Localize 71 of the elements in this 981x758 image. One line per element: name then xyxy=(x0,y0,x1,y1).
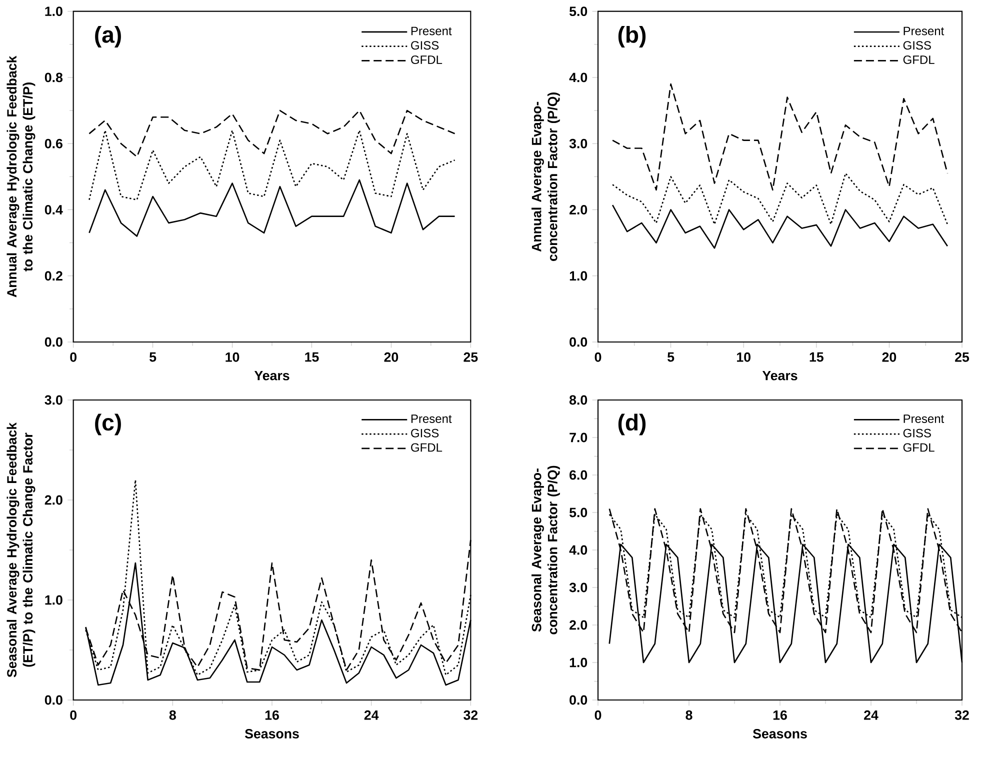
x-tick-label: 25 xyxy=(955,352,970,362)
y-tick-label: 1.0 xyxy=(45,6,62,16)
y-axis-title: Annual Average Hydrologic Feedback to the Climatic Change (ET/P) xyxy=(6,56,36,298)
legend-label: Present xyxy=(904,26,944,36)
y-axis-title: Seasonal Average Hydrologic Feedback (ET/P) to the Climatic Change Factor xyxy=(6,422,36,678)
y-tick-label: 0.0 xyxy=(570,695,588,705)
x-axis-title: Seasons xyxy=(244,729,299,738)
x-tick-label: 8 xyxy=(169,710,176,720)
legend-label: GISS xyxy=(411,428,439,438)
x-axis-title: Years xyxy=(254,370,290,380)
y-tick-label: 5.0 xyxy=(569,6,588,16)
y-tick-label: 0.4 xyxy=(44,205,63,214)
legend-label: Present xyxy=(411,414,452,423)
x-tick-label: 16 xyxy=(265,710,279,720)
x-tick-label: 15 xyxy=(305,352,319,362)
y-tick-label: 0.0 xyxy=(570,337,588,347)
y-tick-label: 1.0 xyxy=(570,271,588,281)
legend-label: GISS xyxy=(903,41,931,50)
x-tick-label: 5 xyxy=(150,352,156,362)
x-tick-label: 32 xyxy=(954,710,969,720)
x-tick-label: 20 xyxy=(882,352,896,362)
x-tick-label: 0 xyxy=(70,352,77,362)
legend-label: GISS xyxy=(903,428,931,438)
x-tick-label: 8 xyxy=(686,710,692,720)
legend-label: GFDL xyxy=(411,55,442,64)
x-tick-label: 10 xyxy=(737,352,750,362)
x-tick-label: 15 xyxy=(810,352,824,362)
y-tick-label: 0.0 xyxy=(44,337,62,347)
x-tick-label: 0 xyxy=(594,710,602,720)
x-axis-title: Years xyxy=(762,370,798,380)
y-tick-label: 3.0 xyxy=(569,138,588,148)
text: (a) xyxy=(95,26,121,48)
legend-label: Present xyxy=(904,414,944,423)
y-tick-label: 7.0 xyxy=(570,432,588,442)
x-tick-label: 0 xyxy=(594,352,602,362)
legend-label: GFDL xyxy=(411,443,442,452)
x-tick-label: 20 xyxy=(384,352,398,362)
y-tick-label: 1.0 xyxy=(570,658,588,668)
text: (c) xyxy=(95,414,121,436)
legend-label: Present xyxy=(411,26,452,36)
y-tick-label: 3.0 xyxy=(44,395,62,405)
y-tick-label: 3.0 xyxy=(569,582,588,592)
y-tick-label: 4.0 xyxy=(569,545,588,555)
x-tick-label: 25 xyxy=(464,352,478,362)
y-tick-label: 2.0 xyxy=(570,620,588,630)
x-tick-label: 32 xyxy=(464,710,478,720)
y-tick-label: 0.8 xyxy=(44,72,63,82)
y-tick-label: 6.0 xyxy=(570,470,588,480)
y-axis-title: Annual Average Evapo-concentration Factor (P/Q) xyxy=(531,92,560,261)
x-tick-label: 0 xyxy=(70,710,77,720)
legend-label: GFDL xyxy=(903,443,934,452)
y-tick-label: 8.0 xyxy=(569,395,588,405)
y-tick-label: 0.0 xyxy=(44,695,62,705)
y-tick-label: 2.0 xyxy=(570,205,588,214)
x-tick-label: 10 xyxy=(226,352,240,362)
x-tick-label: 24 xyxy=(364,710,379,720)
x-tick-label: 24 xyxy=(864,710,878,720)
y-tick-label: 0.2 xyxy=(44,271,62,281)
y-tick-label: 0.6 xyxy=(44,138,62,148)
x-tick-label: 5 xyxy=(668,352,674,362)
x-axis-title: Seasons xyxy=(752,729,807,738)
text: (b) xyxy=(618,26,646,48)
x-tick-label: 16 xyxy=(773,710,787,720)
legend-label: GISS xyxy=(411,41,439,50)
y-axis-title: Seasonal Average Evapo-concentration Factor (P/Q) xyxy=(531,466,560,634)
y-tick-label: 5.0 xyxy=(569,508,588,518)
legend-label: GFDL xyxy=(903,55,934,64)
y-tick-label: 2.0 xyxy=(44,495,62,505)
text: (d) xyxy=(618,414,646,436)
y-tick-label: 1.0 xyxy=(45,595,62,605)
y-tick-label: 4.0 xyxy=(569,72,588,82)
